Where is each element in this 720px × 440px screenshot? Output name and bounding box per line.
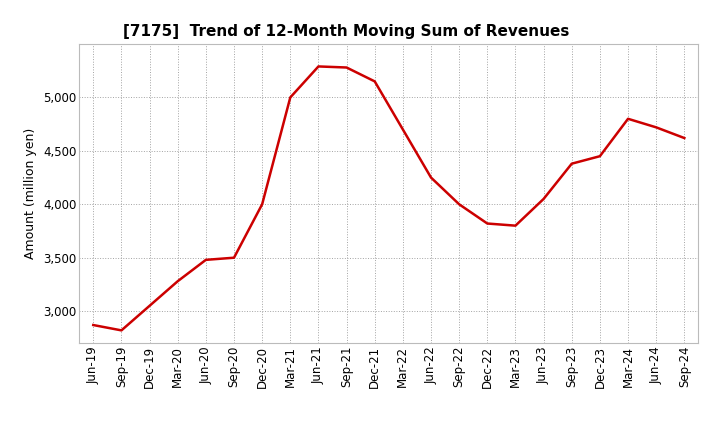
Y-axis label: Amount (million yen): Amount (million yen) xyxy=(24,128,37,259)
Text: [7175]  Trend of 12-Month Moving Sum of Revenues: [7175] Trend of 12-Month Moving Sum of R… xyxy=(122,24,569,39)
